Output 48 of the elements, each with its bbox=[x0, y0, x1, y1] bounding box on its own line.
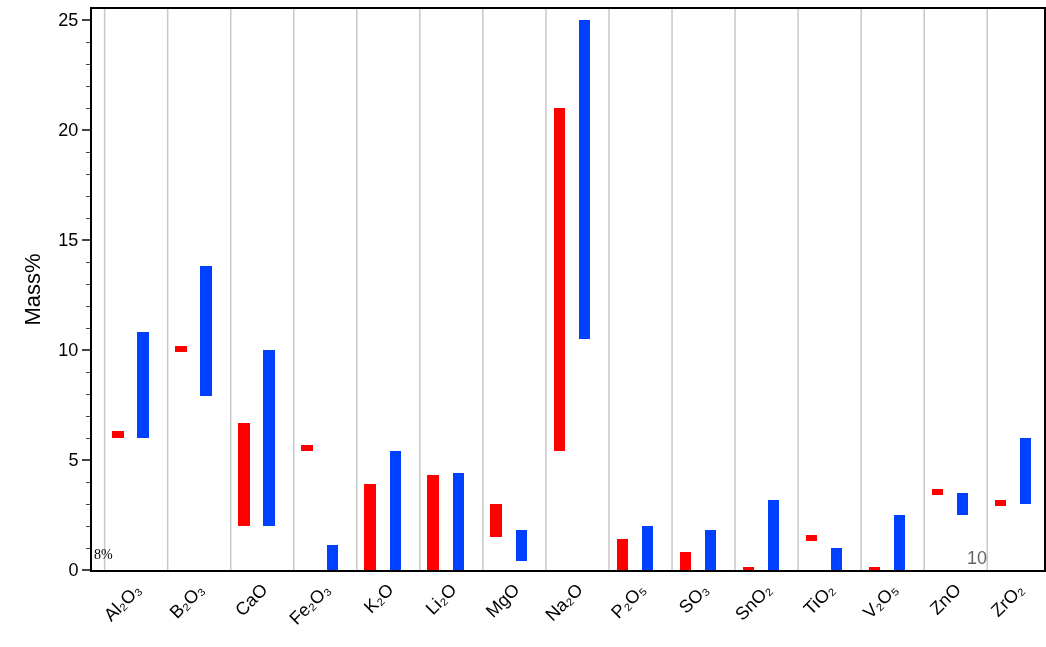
bar bbox=[1020, 438, 1031, 504]
x-tick-label: ZrO₂ bbox=[986, 579, 1028, 621]
y-tick-label: 20 bbox=[58, 120, 79, 141]
y-axis-title: Mass% bbox=[19, 253, 45, 326]
bar bbox=[200, 266, 212, 396]
y-tick-label: 0 bbox=[68, 560, 79, 581]
x-tick-label: V₂O₅ bbox=[859, 579, 902, 623]
bar bbox=[112, 431, 124, 438]
x-tick-label: K₂O bbox=[360, 579, 398, 618]
bar bbox=[516, 530, 527, 561]
bar bbox=[768, 500, 779, 570]
y-tick-label: 10 bbox=[58, 340, 79, 361]
bar bbox=[831, 548, 842, 570]
bar bbox=[579, 20, 590, 339]
annotation: 10 bbox=[967, 548, 988, 568]
bar bbox=[894, 515, 905, 570]
bar bbox=[238, 423, 250, 526]
bar bbox=[932, 489, 943, 495]
bar bbox=[137, 332, 149, 438]
bar bbox=[427, 475, 439, 570]
bar bbox=[743, 567, 754, 570]
bar bbox=[680, 552, 691, 570]
bar bbox=[957, 493, 968, 515]
y-tick-label: 25 bbox=[58, 10, 79, 31]
x-tick-label: SO₃ bbox=[675, 579, 713, 618]
x-tick-label: TiO₂ bbox=[799, 579, 839, 619]
bar bbox=[263, 350, 275, 526]
bar bbox=[995, 500, 1006, 506]
bar bbox=[642, 526, 653, 570]
bar bbox=[301, 445, 313, 451]
bar bbox=[705, 530, 716, 570]
bar bbox=[490, 504, 502, 537]
x-tick-label: CaO bbox=[231, 579, 272, 620]
x-tick-label: Li₂O bbox=[421, 579, 461, 619]
annotation: 8% bbox=[94, 547, 113, 562]
x-tick-label: ZnO bbox=[926, 579, 965, 619]
bar bbox=[364, 484, 376, 570]
bar bbox=[554, 108, 565, 451]
bar bbox=[175, 346, 187, 352]
bar bbox=[617, 539, 628, 570]
bar bbox=[453, 473, 464, 570]
x-tick-label: B₂O₃ bbox=[165, 579, 209, 623]
bar bbox=[327, 545, 338, 570]
bar bbox=[390, 451, 401, 570]
y-tick-label: 5 bbox=[68, 450, 79, 471]
y-tick-label: 15 bbox=[58, 230, 79, 251]
bar bbox=[869, 567, 880, 570]
bar bbox=[806, 535, 817, 541]
